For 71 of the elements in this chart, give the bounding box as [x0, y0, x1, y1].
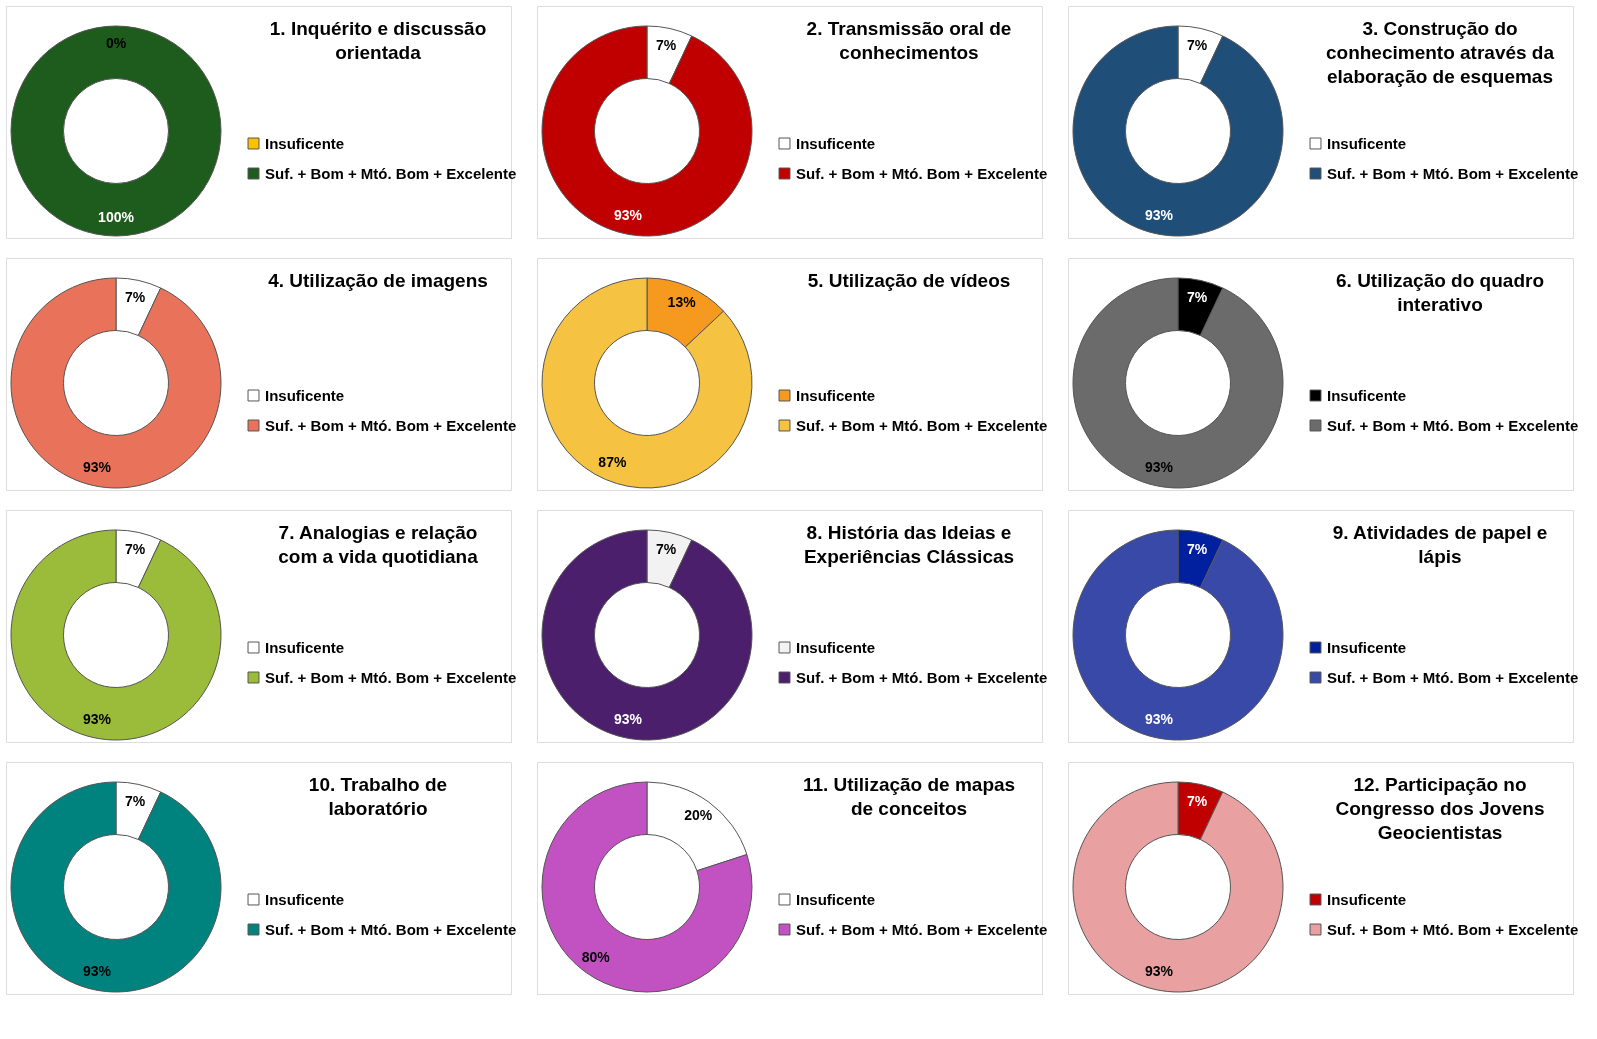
data-label: 93% [613, 711, 643, 728]
chart-title: 8. História das Ideias e Experiências Clássicas [803, 522, 1015, 567]
chart-title: 6. Utilização do quadro interativo [1336, 270, 1544, 315]
legend-label: Insuficente [265, 386, 345, 404]
legend-label: Insuficente [1327, 638, 1407, 656]
data-label: 93% [1144, 207, 1174, 224]
data-label: 13% [667, 294, 697, 311]
data-label: 93% [82, 963, 112, 980]
chart-title: 9. Atividades de papel e lápis [1332, 522, 1548, 567]
legend-label: Suf. + Bom + Mtó. Bom + Excelente [265, 668, 517, 686]
legend-label: Suf. + Bom + Mtó. Bom + Excelente [265, 920, 517, 938]
legend-label: Insuficente [1327, 134, 1407, 152]
donut-slice [541, 277, 753, 489]
legend-label: Suf. + Bom + Mtó. Bom + Excelente [265, 416, 517, 434]
text: 12. Participação no Congresso dos Jovens Geocientistas [1335, 774, 1545, 843]
data-label: 80% [581, 948, 611, 965]
legend-label: Suf. + Bom + Mtó. Bom + Excelente [796, 416, 1048, 434]
chart-title: 2. Transmissão oral de conhecimentos [806, 18, 1012, 63]
legend-label: Suf. + Bom + Mtó. Bom + Excelente [1327, 920, 1579, 938]
legend-label: Suf. + Bom + Mtó. Bom + Excelente [1327, 164, 1579, 182]
data-label: 93% [82, 711, 112, 728]
legend-label: Insuficente [265, 638, 345, 656]
legend-label: Suf. + Bom + Mtó. Bom + Excelente [796, 164, 1048, 182]
data-label: 7% [1186, 540, 1208, 557]
data-label: 93% [82, 459, 112, 476]
legend-label: Suf. + Bom + Mtó. Bom + Excelente [1327, 668, 1579, 686]
donut-slice [1072, 781, 1284, 993]
donut-slice [10, 781, 222, 993]
text: 0% [105, 34, 127, 51]
legend-label: Insuficente [796, 890, 876, 908]
data-label: 7% [1186, 36, 1208, 53]
chart-title: 11. Utilização de mapas de conceitos [802, 774, 1016, 819]
chart-title: 1. Inquérito e discussão orientada [269, 18, 487, 63]
data-label: 7% [1186, 792, 1208, 809]
data-label: 7% [1186, 288, 1208, 305]
data-label: 20% [684, 807, 713, 824]
data-label: 7% [655, 36, 677, 53]
data-label: 7% [124, 288, 146, 305]
data-label: 93% [613, 207, 643, 224]
donut-slice [541, 781, 753, 993]
chart-title: 5. Utilização de vídeos [807, 270, 1011, 291]
legend-label: Insuficente [796, 134, 876, 152]
data-label: 93% [1144, 459, 1174, 476]
data-label: 87% [598, 453, 627, 470]
chart-title: 7. Analogias e relação com a vida quotidiana [278, 522, 479, 567]
legend-label: Insuficente [265, 890, 345, 908]
donut-slice [1072, 25, 1284, 237]
data-label: 93% [1144, 963, 1174, 980]
legend-label: Suf. + Bom + Mtó. Bom + Excelente [265, 164, 517, 182]
legend-label: Suf. + Bom + Mtó. Bom + Excelente [796, 920, 1048, 938]
legend-label: Insuficente [265, 134, 345, 152]
text: 3. Construção do conhecimento através da elaboração de esquemas [1325, 18, 1555, 87]
legend-label: Insuficente [796, 386, 876, 404]
data-label: 7% [124, 540, 146, 557]
donut-slice [541, 25, 753, 237]
legend-label: Insuficente [796, 638, 876, 656]
chart-title: 10. Trabalho de laboratório [308, 774, 448, 819]
legend-label: Suf. + Bom + Mtó. Bom + Excelente [796, 668, 1048, 686]
chart-title: 4. Utilização de imagens [268, 270, 488, 291]
data-label: 93% [1144, 711, 1174, 728]
data-label: 100% [98, 209, 135, 226]
donut-slice [1072, 277, 1284, 489]
donut-slice [1072, 529, 1284, 741]
data-label: 7% [655, 540, 677, 557]
legend-label: Insuficente [1327, 890, 1407, 908]
donut-slice [10, 277, 222, 489]
data-label: 7% [124, 792, 146, 809]
legend-label: Suf. + Bom + Mtó. Bom + Excelente [1327, 416, 1579, 434]
donut-slice [10, 529, 222, 741]
legend-label: Insuficente [1327, 386, 1407, 404]
donut-slice [541, 529, 753, 741]
